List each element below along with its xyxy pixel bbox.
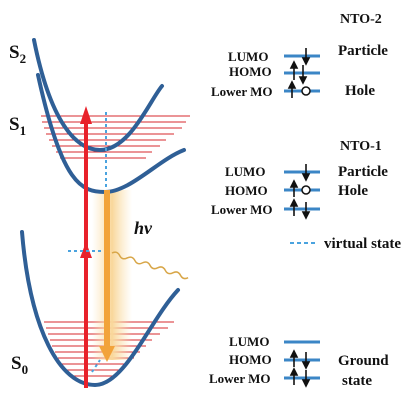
s1-label: S1 [9, 114, 26, 138]
nto2-lower-label: Lower MO [211, 84, 273, 99]
photon-wave [111, 251, 189, 280]
nto2-hole-icon [301, 86, 311, 96]
ground-lower-label: Lower MO [209, 371, 271, 386]
ground-note-line1: Ground [338, 353, 389, 369]
nto2-particle-note: Particle [338, 43, 388, 59]
s2-curve [32, 38, 164, 153]
nto2-electrons [287, 48, 311, 98]
nto1-hole-note: Hole [338, 183, 368, 199]
s0-label: S0 [11, 353, 28, 377]
s1-curve [36, 73, 186, 195]
nto1-lower-label: Lower MO [211, 202, 273, 217]
photon-label: hν [134, 218, 153, 238]
ground-note-line2: state [342, 373, 372, 389]
ground-orbital-levels [284, 340, 320, 380]
ground-homo-label: HOMO [229, 352, 272, 367]
ground-lumo-label: LUMO [229, 334, 269, 349]
nto1-homo-label: HOMO [225, 183, 268, 198]
emission-arrow [99, 190, 115, 362]
nto1-particle-note: Particle [338, 164, 388, 180]
nto1-electrons [289, 164, 311, 220]
s0-curve [20, 230, 180, 388]
ground-electrons [289, 349, 311, 388]
virtual-state-legend-label: virtual state [324, 236, 401, 252]
nto2-homo-label: HOMO [229, 64, 272, 79]
potential-curves [20, 38, 186, 388]
nto2-hole-note: Hole [345, 83, 375, 99]
emission-glow [92, 190, 132, 360]
nto2-lumo-label: LUMO [228, 49, 268, 64]
nto2-title: NTO-2 [340, 12, 382, 27]
nto1-title: NTO-1 [340, 139, 382, 154]
virtual-state-lines [68, 112, 107, 373]
nto1-lumo-label: LUMO [225, 164, 265, 179]
nto1-hole-icon [301, 185, 311, 195]
s2-label: S2 [9, 42, 26, 66]
